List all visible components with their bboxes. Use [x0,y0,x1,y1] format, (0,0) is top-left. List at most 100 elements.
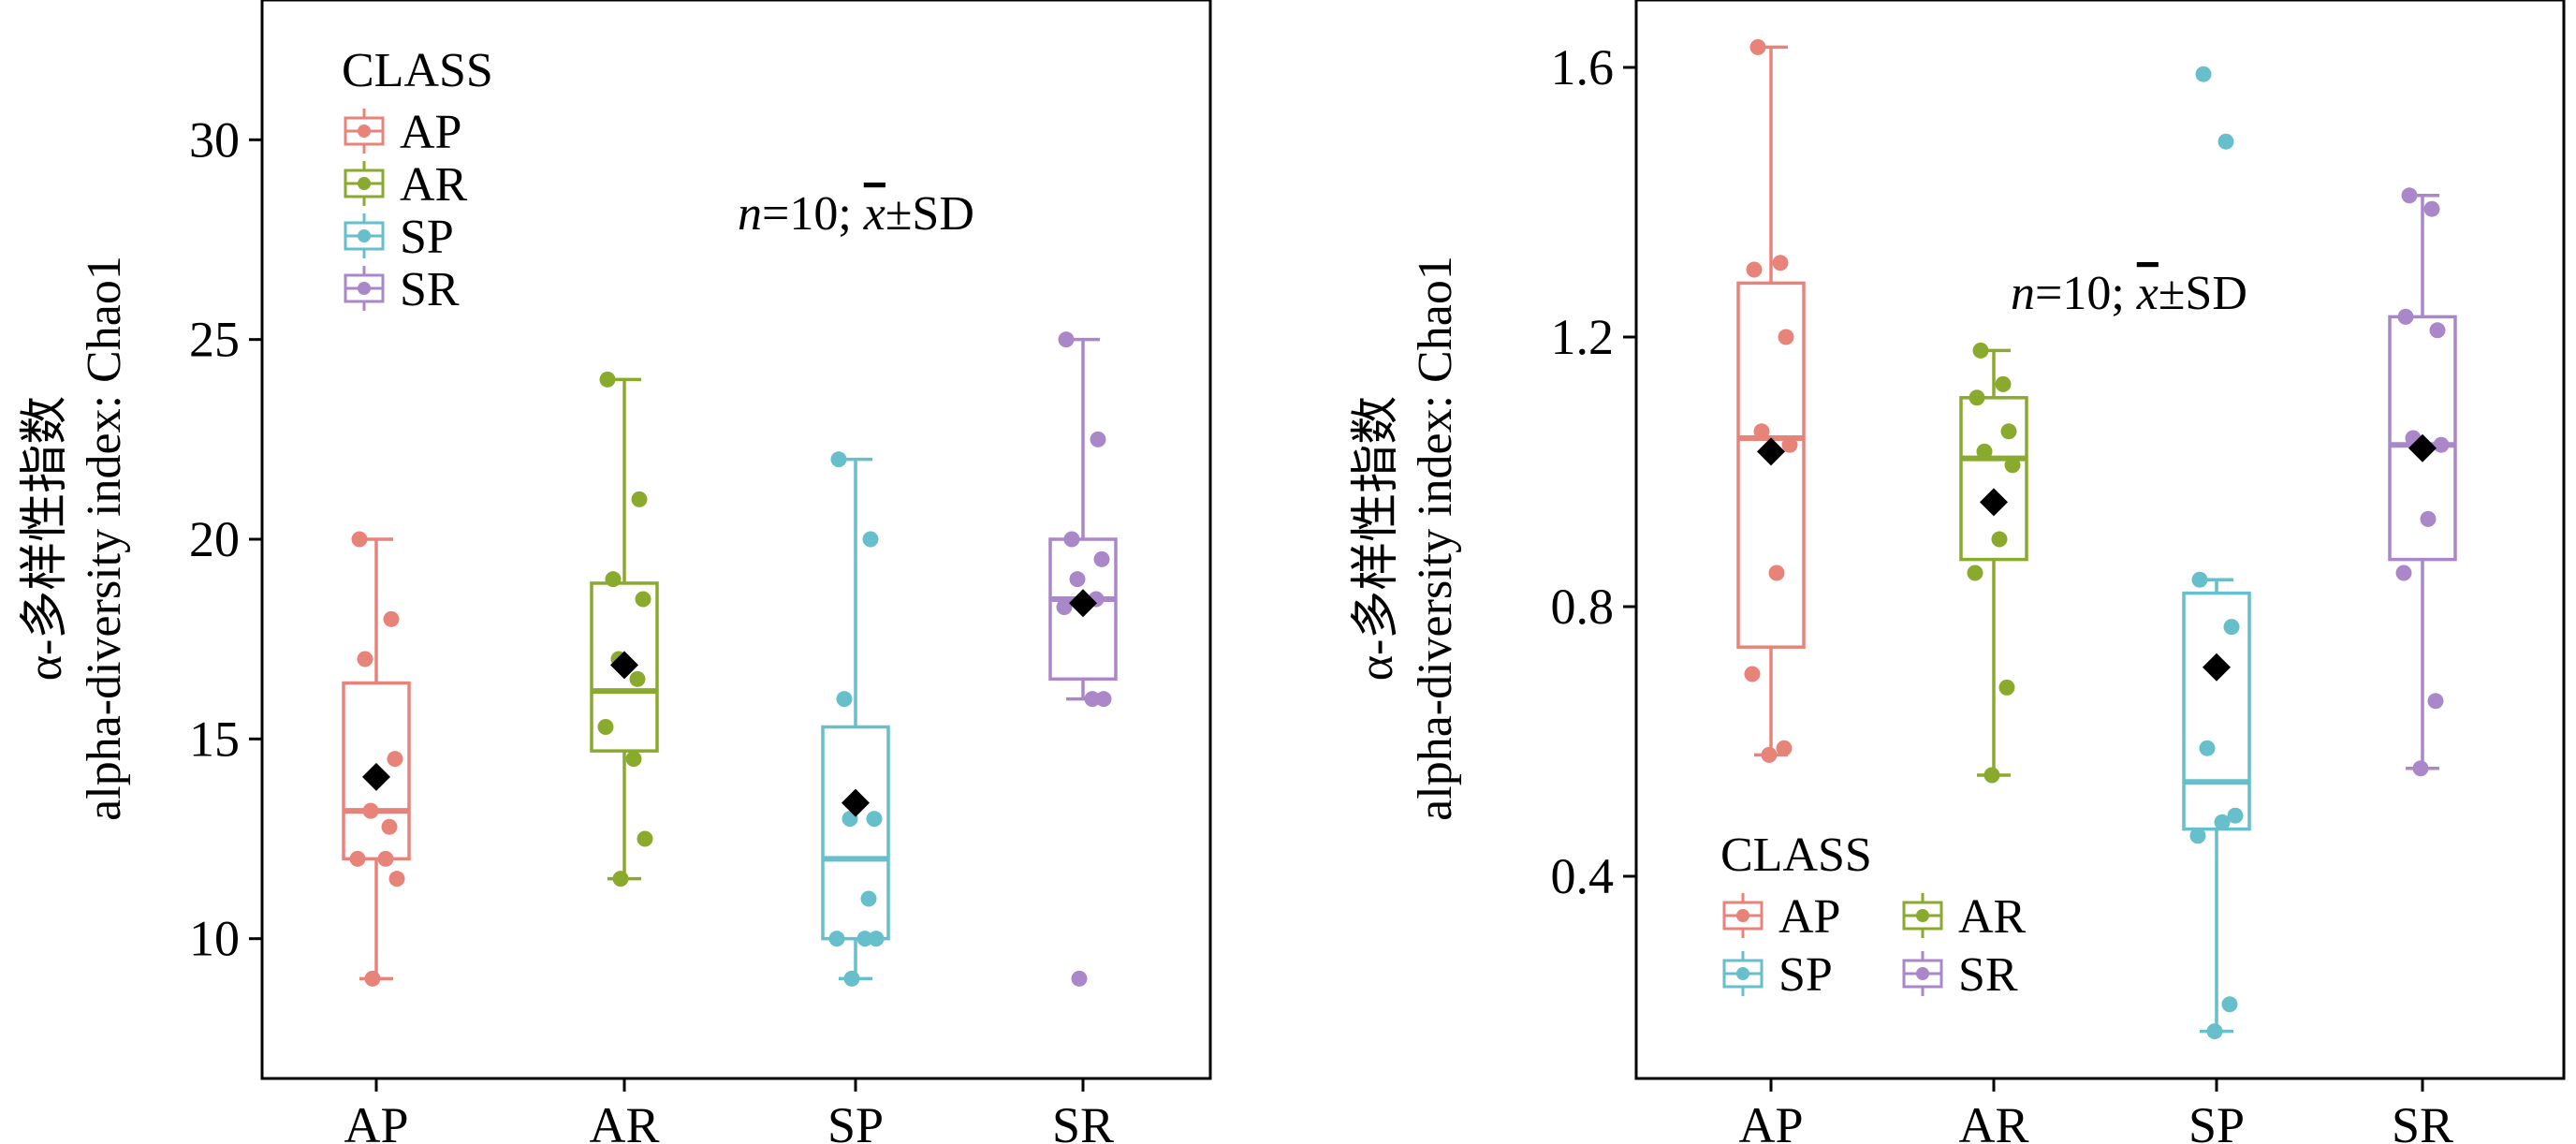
data-point [2433,436,2450,453]
legend-dot [358,125,371,138]
box-SP [821,725,890,941]
data-point [2217,133,2234,150]
legend-label-SR: SR [400,263,460,316]
data-point [1972,342,1989,359]
legend-key-SP [1722,951,1764,996]
data-point [1058,331,1075,348]
legend-title: CLASS [1720,829,1872,882]
data-point [2427,693,2444,710]
data-point [2397,308,2414,325]
mean-marker [842,788,870,817]
data-point [860,890,877,907]
data-point [1781,436,1798,453]
legend-key-SP [344,213,385,258]
box-SP [2182,591,2251,831]
y-axis-title: alpha-diversity index: Chao1 [78,256,131,821]
box-AP [1736,281,1806,649]
data-point [2199,740,2216,756]
data-point [1983,767,2000,784]
box-AR [590,581,659,753]
annotation-n: n [738,187,762,241]
x-tick-label: SR [2392,1097,2453,1144]
data-point [2206,1023,2223,1040]
data-point [597,719,614,736]
y-axis-title-cn: α-多样性指数 [1350,396,1403,682]
data-point [1778,329,1794,345]
data-point [1069,571,1086,588]
plot-frame [1634,0,2566,1080]
x-tick-label: AP [1738,1097,1803,1144]
data-point [351,531,368,548]
data-point [387,751,403,768]
x-tick-label: SR [1052,1097,1114,1144]
data-point [1749,38,1766,55]
annotation: n=10; x±SD [738,187,974,241]
data-point [1753,423,1770,440]
data-point [1772,255,1789,271]
legend-dot [1736,909,1749,922]
mean-marker [2408,433,2437,462]
data-point [866,811,883,828]
data-point [2004,457,2021,474]
legend-key-AP [344,109,385,154]
data-point [605,571,622,588]
data-point [1090,431,1106,447]
annotation-xbar: x [2136,267,2159,320]
data-point [856,931,873,947]
legend-label-AP: AP [1778,890,1840,944]
data-point [2223,619,2240,636]
box-AR [1959,396,2028,562]
box-SR [2388,315,2457,562]
data-point [377,850,394,867]
x-tick-label: SP [827,1097,884,1144]
y-tick-label: 20 [189,511,240,567]
annotation: n=10; x±SD [2011,267,2247,320]
data-point [2189,828,2206,844]
mean-marker [1069,589,1097,618]
data-point [1976,443,1993,460]
data-point [843,970,860,987]
legend-label-AP: AP [400,106,461,159]
data-point [631,491,648,507]
annotation-rest: =10; [2035,267,2137,320]
data-point [828,931,845,947]
legend-label-SP: SP [400,211,454,264]
annotation-sd: ±SD [886,187,974,241]
annotation-xbar: x [863,187,886,241]
legend-key-AR [344,161,385,206]
x-tick-label: AP [344,1097,408,1144]
mean-marker [362,762,390,791]
legend-label-AR: AR [400,158,468,212]
legend-dot [358,282,371,295]
legend-label-SR: SR [1958,948,2018,1002]
mean-marker [610,651,638,680]
data-point [1761,746,1778,763]
y-tick-label: 1.2 [1551,309,1615,365]
y-axis-title: alpha-diversity index: Chao1 [1409,256,1462,821]
legend-title: CLASS [342,44,493,97]
legend-dot [358,177,371,190]
y-tick-label: 0.8 [1551,579,1615,635]
data-point [364,970,381,987]
data-point [1991,531,2008,548]
data-point [2191,571,2208,588]
data-point [1071,970,1088,987]
mean-marker [1980,488,2008,517]
legend-key-SR [1902,951,1943,996]
annotation-n: n [2011,267,2035,320]
data-point [1768,565,1785,581]
data-point [1746,261,1763,278]
data-point [2000,423,2017,440]
y-tick-label: 0.4 [1551,848,1615,904]
data-point [2214,814,2231,830]
data-point [1776,740,1793,756]
data-point [1056,599,1073,616]
data-point [2395,565,2412,581]
data-point [635,591,651,608]
box-AP [342,681,411,861]
data-point [1093,550,1110,567]
data-point [1998,679,2015,696]
annotation-rest: =10; [762,187,864,241]
